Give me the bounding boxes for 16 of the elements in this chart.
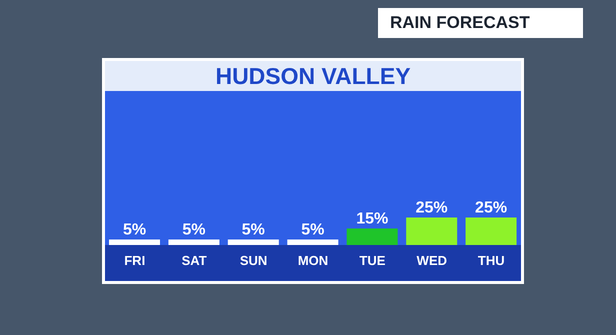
x-tick-label: MON — [298, 253, 328, 268]
data-label: 25% — [416, 200, 448, 216]
chart-subtitle: RAIN FORECAST — [378, 8, 583, 38]
data-label: 5% — [182, 222, 206, 238]
x-tick-label: TUE — [359, 253, 386, 268]
data-label: 25% — [475, 200, 508, 216]
x-tick-label: THU — [478, 253, 505, 268]
x-tick-label: FRI — [124, 253, 146, 268]
data-label: 5% — [122, 222, 146, 238]
x-tick-label: SAT — [182, 253, 207, 268]
data-label: 15% — [356, 210, 388, 228]
data-label: 5% — [242, 222, 265, 238]
x-tick-label: SUN — [240, 253, 268, 268]
data-label: 5% — [301, 222, 324, 238]
chart-title: HUDSON VALLEY — [105, 61, 521, 91]
x-tick-label: WED — [416, 253, 448, 268]
